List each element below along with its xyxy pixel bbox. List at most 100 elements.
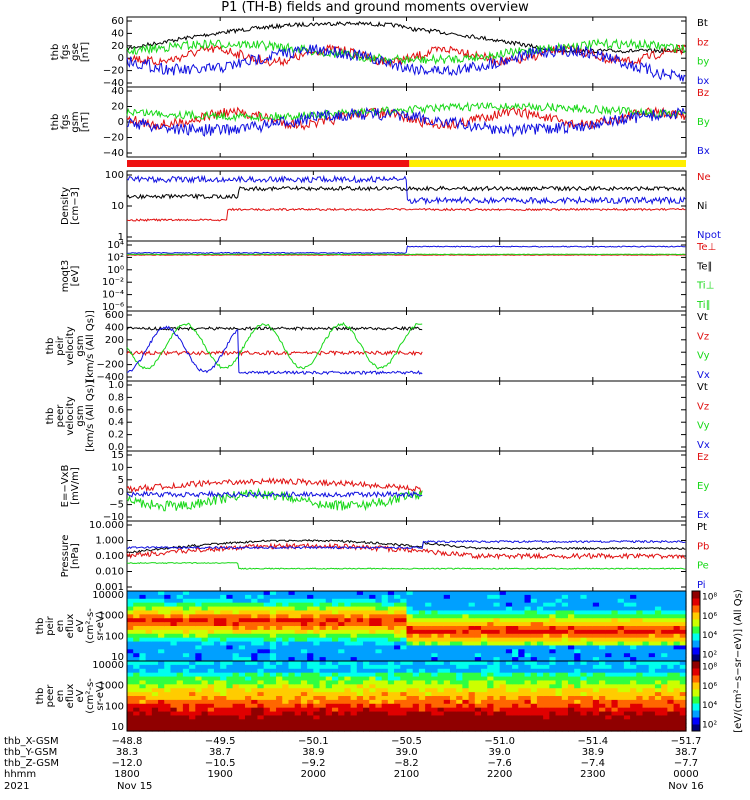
spec-cell bbox=[512, 641, 519, 647]
spec-cell bbox=[400, 719, 408, 724]
spec-cell bbox=[350, 594, 358, 600]
spec-cell bbox=[654, 715, 662, 720]
spec-cell bbox=[189, 591, 196, 596]
spec-cell bbox=[251, 629, 259, 635]
spec-cell bbox=[611, 657, 619, 662]
spec-cell bbox=[574, 703, 582, 709]
spec-cell bbox=[654, 723, 662, 728]
spec-cell bbox=[238, 606, 246, 612]
spec-cell bbox=[412, 692, 420, 697]
spec-cell bbox=[207, 602, 215, 608]
spec-cell bbox=[363, 657, 370, 662]
spec-cell bbox=[561, 727, 569, 732]
spec-cell bbox=[369, 645, 377, 650]
spec-cell bbox=[636, 692, 644, 697]
legend-npot: Npot bbox=[697, 230, 721, 241]
spec-cell bbox=[307, 723, 314, 728]
spec-cell bbox=[468, 688, 476, 693]
spec-cell bbox=[338, 680, 345, 685]
spec-cell bbox=[406, 696, 414, 701]
spec-cell bbox=[276, 688, 283, 693]
spec-cell bbox=[592, 699, 600, 705]
spec-cell bbox=[543, 606, 550, 612]
spec-cell bbox=[518, 688, 526, 693]
spec-cell bbox=[642, 614, 650, 619]
spec-cell bbox=[257, 692, 265, 697]
spec-cell bbox=[201, 657, 209, 662]
spec-cell bbox=[474, 645, 482, 650]
spec-cell bbox=[493, 727, 501, 732]
spec-cell bbox=[617, 657, 625, 662]
spec-cell bbox=[592, 637, 600, 643]
spec-cell bbox=[331, 664, 339, 670]
spec-cell bbox=[189, 606, 196, 612]
y-tick-label: 100 bbox=[105, 170, 124, 181]
y-tick-label: −20 bbox=[103, 133, 124, 144]
spec-cell bbox=[220, 723, 227, 728]
spec-cell bbox=[611, 606, 619, 612]
spec-cell bbox=[437, 692, 445, 697]
spec-cell bbox=[269, 668, 277, 674]
spec-cell bbox=[561, 680, 569, 685]
spec-cell bbox=[381, 622, 389, 627]
spec-cell bbox=[605, 696, 613, 701]
spec-cell bbox=[257, 618, 265, 623]
spec-cell bbox=[319, 661, 327, 666]
spec-cell bbox=[462, 610, 470, 615]
spec-cell bbox=[518, 591, 526, 596]
spec-cell bbox=[350, 637, 358, 643]
spec-cell bbox=[636, 633, 644, 639]
spec-cell bbox=[363, 668, 370, 674]
spec-cell bbox=[493, 672, 501, 678]
spec-cell bbox=[661, 692, 668, 697]
spec-cell bbox=[512, 653, 519, 658]
y-axis-label: peer bbox=[55, 404, 66, 428]
spec-cell bbox=[412, 696, 420, 701]
spec-cell bbox=[530, 614, 538, 619]
spec-cell bbox=[363, 711, 370, 717]
spec-cell bbox=[245, 668, 252, 674]
spec-cell bbox=[425, 692, 432, 697]
spec-cell bbox=[176, 676, 184, 682]
spec-cell bbox=[418, 727, 426, 732]
spec-cell bbox=[213, 641, 221, 647]
spec-cell bbox=[238, 715, 246, 720]
spec-cell bbox=[176, 602, 184, 608]
spec-cell bbox=[232, 626, 240, 631]
spec-cell bbox=[381, 649, 389, 654]
spec-cell bbox=[431, 637, 439, 643]
spec-cell bbox=[536, 676, 544, 682]
spec-cell bbox=[245, 649, 252, 654]
spec-cell bbox=[331, 727, 339, 732]
spec-cell bbox=[524, 629, 532, 635]
spec-cell bbox=[623, 692, 631, 697]
spec-cell bbox=[276, 626, 283, 631]
spec-cell bbox=[574, 688, 582, 693]
spec-cell bbox=[555, 699, 563, 705]
spec-cell bbox=[363, 626, 370, 631]
spec-cell bbox=[567, 707, 575, 713]
spec-cell bbox=[642, 629, 650, 635]
spec-cell bbox=[418, 633, 426, 639]
spec-cell bbox=[679, 622, 687, 627]
spec-cell bbox=[319, 723, 327, 728]
spec-cell bbox=[207, 707, 215, 713]
spec-cell bbox=[561, 626, 569, 631]
spec-cell bbox=[207, 672, 215, 678]
spec-cell bbox=[667, 606, 675, 612]
spec-cell bbox=[481, 672, 488, 678]
spec-cell bbox=[530, 672, 538, 678]
spec-cell bbox=[139, 602, 147, 608]
spec-cell bbox=[394, 594, 401, 600]
spec-cell bbox=[493, 618, 501, 623]
colorbar-tick-label: 10⁶ bbox=[702, 682, 717, 692]
spec-cell bbox=[127, 641, 134, 647]
spec-cell bbox=[574, 672, 582, 678]
spec-cell bbox=[536, 649, 544, 654]
spec-cell bbox=[282, 688, 290, 693]
spec-cell bbox=[394, 591, 401, 596]
spec-cell bbox=[524, 672, 532, 678]
spec-cell bbox=[462, 649, 470, 654]
spec-cell bbox=[164, 707, 172, 713]
spec-cell bbox=[406, 622, 414, 627]
